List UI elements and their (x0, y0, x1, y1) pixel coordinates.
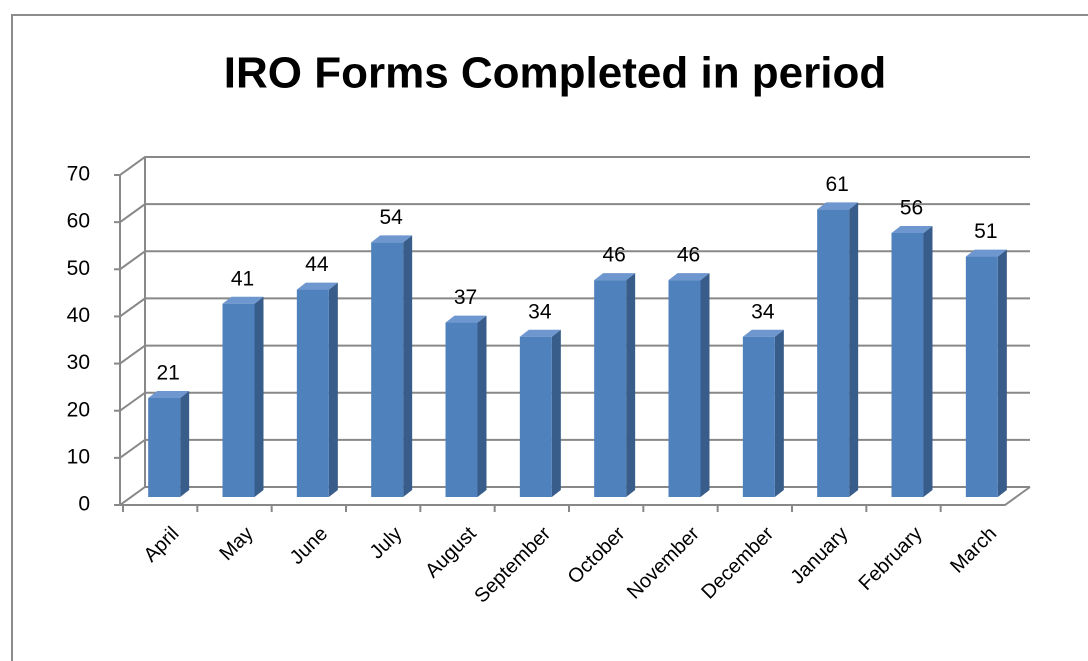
bar (817, 202, 859, 497)
grid-line (119, 344, 1030, 365)
chart-title: IRO Forms Completed in period (224, 49, 887, 98)
y-tick-label: 10 (67, 445, 90, 468)
bar-front (148, 398, 181, 497)
bar-front (742, 336, 775, 497)
bar-front (296, 289, 329, 497)
bar-front (594, 280, 627, 497)
bar (445, 315, 487, 497)
bar-side (477, 315, 487, 497)
bar-side (849, 202, 859, 497)
bar-top (891, 226, 933, 233)
grid-line (119, 156, 1030, 176)
bar-side (328, 282, 338, 497)
value-label: 41 (231, 267, 254, 290)
bar-top (742, 329, 784, 337)
bar-top (371, 235, 413, 243)
floor-edge (120, 486, 1031, 506)
bar (296, 282, 338, 497)
bar-side (403, 235, 413, 497)
value-label: 34 (751, 300, 775, 323)
bar (891, 226, 933, 497)
bar-front (891, 233, 924, 497)
bar (371, 235, 413, 497)
grid-line (119, 438, 1030, 459)
bar (668, 273, 710, 497)
bar-side (254, 296, 264, 497)
y-tick-label: 20 (67, 398, 90, 421)
bar-top (296, 282, 338, 290)
bar-top (965, 249, 1007, 257)
bar (965, 249, 1007, 497)
bar-side (923, 226, 933, 497)
bar-top (519, 329, 561, 337)
y-tick-label: 70 (67, 163, 90, 186)
value-label: 44 (305, 253, 329, 276)
value-label: 46 (677, 244, 700, 267)
value-label: 61 (825, 173, 848, 196)
y-tick-label: 50 (67, 257, 90, 280)
bar-side (997, 249, 1007, 497)
bar-front (519, 336, 552, 497)
bar-top (222, 296, 264, 304)
y-tick-label: 60 (67, 210, 90, 233)
bar-side (626, 273, 636, 497)
grid-line (119, 203, 1030, 223)
value-label: 37 (454, 286, 477, 309)
bar-top (668, 273, 710, 281)
grid-line (119, 250, 1030, 271)
value-label: 54 (379, 206, 403, 229)
y-tick-label: 0 (78, 493, 90, 516)
bar-top (445, 315, 487, 323)
value-label: 46 (602, 244, 625, 267)
grid-line (119, 486, 1030, 506)
value-label: 21 (156, 362, 179, 385)
bar (519, 329, 561, 497)
grid-line (119, 297, 1030, 318)
bar-front (222, 303, 255, 497)
bar-side (700, 273, 710, 497)
bar-front (965, 256, 998, 497)
y-tick-label: 40 (67, 304, 90, 327)
bar-front (371, 242, 404, 497)
bar-top (594, 273, 636, 281)
bar (148, 391, 190, 497)
bar (742, 329, 784, 497)
value-label: 34 (528, 300, 552, 323)
bar-side (774, 329, 784, 497)
bar-side (551, 329, 561, 497)
bar-front (445, 322, 478, 497)
y-tick-label: 30 (67, 351, 90, 374)
bar-front (668, 280, 701, 497)
bar (222, 296, 264, 497)
bar (594, 273, 636, 497)
grid-line (119, 391, 1030, 412)
bar-front (817, 209, 850, 497)
bar-top (148, 391, 190, 398)
value-label: 56 (900, 197, 923, 220)
bar-top (817, 202, 859, 210)
value-label: 51 (974, 220, 997, 243)
bar-side (180, 391, 190, 497)
